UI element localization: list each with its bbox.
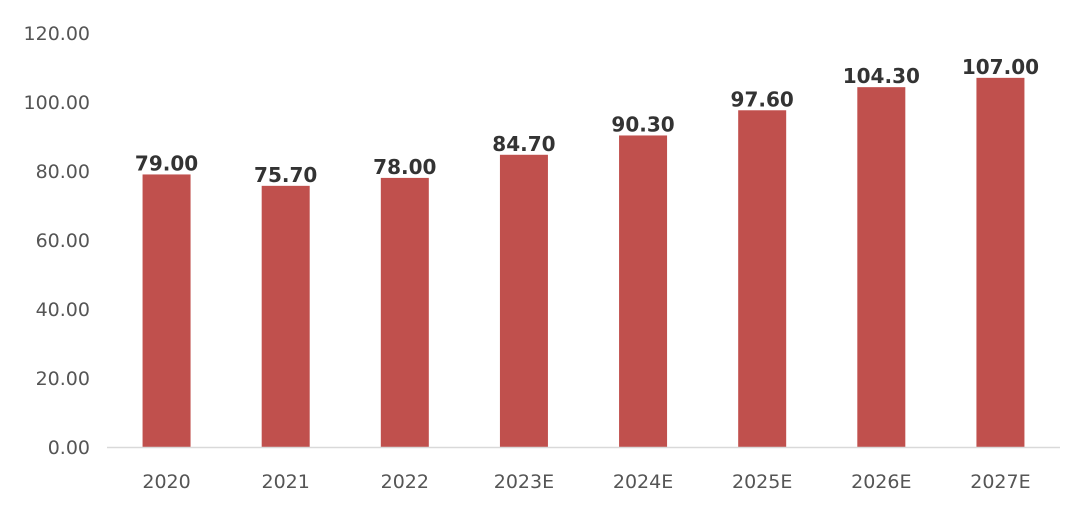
x-tick-label: 2026E xyxy=(851,471,911,493)
x-tick-label: 2024E xyxy=(613,471,673,493)
y-tick-label: 0.00 xyxy=(48,437,90,459)
bar xyxy=(380,177,429,447)
x-axis: 2020 2021 2022 2023E 2024E 2025E 2026E 2027E xyxy=(142,471,1030,493)
y-tick-label: 20.00 xyxy=(36,368,90,390)
bar xyxy=(619,135,668,447)
data-label: 75.70 xyxy=(254,163,317,187)
data-label: 90.30 xyxy=(611,112,674,136)
bar xyxy=(142,174,191,447)
data-label: 97.60 xyxy=(731,87,794,111)
data-labels: 79.00 75.70 78.00 84.70 90.30 97.60 104.30 107.… xyxy=(135,55,1039,187)
x-tick-label: 2027E xyxy=(970,471,1030,493)
data-label: 78.00 xyxy=(373,155,436,179)
y-tick-label: 120.00 xyxy=(24,23,90,45)
bar xyxy=(499,154,548,447)
bars xyxy=(142,77,1025,447)
y-tick-label: 60.00 xyxy=(36,230,90,252)
x-tick-label: 2023E xyxy=(494,471,554,493)
data-label: 104.30 xyxy=(843,64,920,88)
data-label: 107.00 xyxy=(962,55,1039,79)
y-tick-label: 100.00 xyxy=(24,92,90,114)
x-tick-label: 2020 xyxy=(142,471,190,493)
x-tick-label: 2025E xyxy=(732,471,792,493)
bar xyxy=(976,77,1025,447)
bar xyxy=(261,185,310,447)
data-label: 84.70 xyxy=(492,132,555,156)
x-tick-label: 2021 xyxy=(262,471,310,493)
y-tick-label: 40.00 xyxy=(36,299,90,321)
y-tick-label: 80.00 xyxy=(36,161,90,183)
data-label: 79.00 xyxy=(135,151,198,175)
x-tick-label: 2022 xyxy=(381,471,429,493)
bar xyxy=(738,110,787,447)
y-axis: 0.00 20.00 40.00 60.00 80.00 100.00 120.00 xyxy=(24,23,90,459)
bar xyxy=(857,87,906,447)
